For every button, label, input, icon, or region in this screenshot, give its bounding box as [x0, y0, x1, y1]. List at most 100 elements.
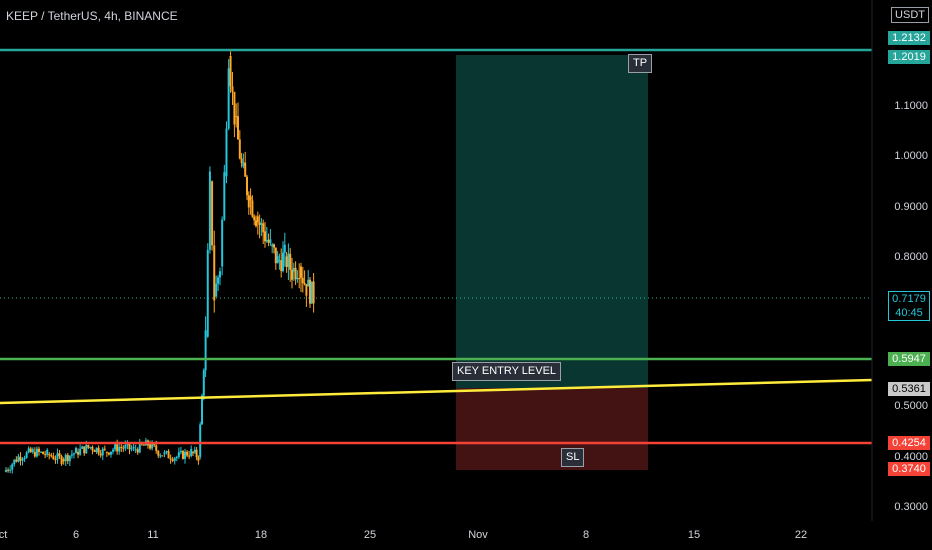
candle-body-137: [278, 260, 281, 262]
candle-body-12: [29, 448, 32, 453]
candle-body-6: [17, 456, 20, 462]
candle-body-32: [70, 454, 73, 456]
candle-body-127: [260, 223, 263, 225]
candle-body-34: [75, 447, 77, 454]
candle-body-140: [283, 244, 286, 253]
key-entry-label: KEY ENTRY LEVEL: [452, 362, 562, 381]
candle-body-135: [274, 247, 277, 264]
candle-body-28: [62, 459, 65, 462]
candle-body-10: [25, 452, 28, 458]
candle-body-85: [179, 450, 182, 453]
candle-body-77: [163, 452, 166, 455]
candle-body-156: [312, 281, 315, 304]
candle-body-42: [91, 446, 94, 451]
candle-body-131: [267, 239, 270, 243]
candle-body-61: [130, 448, 133, 450]
candle-body-27: [60, 456, 63, 465]
candle-body-11: [27, 448, 30, 453]
candle-body-55: [118, 446, 121, 452]
candle-body-7: [19, 456, 22, 461]
candle-body-73: [155, 445, 158, 451]
candle-body-88: [186, 451, 189, 456]
candle-body-49: [105, 451, 108, 453]
candle-body-22: [50, 455, 53, 457]
candle-body-75: [159, 455, 162, 457]
candle-body-13: [31, 449, 34, 453]
take-profit-zone: [456, 55, 648, 388]
candle-body-121: [249, 196, 252, 201]
candle-body-74: [157, 450, 160, 456]
sl-line-price-label: 0.4254: [888, 436, 930, 450]
candle-body-4: [13, 459, 16, 465]
y-tick: 0.5000: [894, 400, 928, 412]
candle-body-132: [269, 239, 272, 243]
candle-body-47: [101, 448, 104, 456]
candle-body-80: [169, 458, 172, 460]
candle-body-141: [285, 256, 288, 267]
candle-body-26: [58, 453, 61, 457]
x-tick: 25: [363, 529, 377, 541]
candle-body-25: [56, 453, 59, 460]
candle-body-153: [307, 279, 310, 287]
candle-body-119: [246, 176, 248, 196]
candle-body-115: [238, 139, 241, 159]
x-tick: 8: [582, 529, 590, 541]
candle-body-114: [237, 116, 239, 140]
y-tick: 1.0000: [894, 150, 928, 162]
candle-body-87: [184, 451, 187, 459]
x-tick: ct: [0, 529, 8, 541]
candle-body-124: [255, 220, 257, 227]
x-tick: Nov: [468, 529, 488, 541]
candle-body-107: [223, 172, 226, 220]
candle-body-36: [79, 448, 82, 455]
candle-body-1: [7, 469, 10, 471]
candle-body-44: [95, 447, 98, 452]
candle-body-151: [303, 283, 306, 285]
x-tick: 11: [147, 529, 159, 541]
candle-body-5: [15, 459, 18, 462]
candle-body-93: [195, 449, 198, 458]
trendline-price-label: 0.5361: [888, 382, 930, 396]
candle-body-117: [242, 162, 245, 167]
candle-body-63: [134, 449, 137, 451]
candle-body-37: [81, 446, 84, 449]
candle-body-20: [46, 449, 49, 455]
candle-body-155: [310, 281, 313, 304]
tp-high-price-label: 1.2132: [888, 31, 930, 45]
candle-body-33: [72, 453, 75, 455]
currency-badge[interactable]: USDT: [891, 7, 929, 23]
candle-body-15: [35, 448, 38, 457]
candle-body-24: [54, 459, 57, 461]
x-tick: 6: [72, 529, 80, 541]
candle-body-8: [21, 459, 24, 461]
candle-body-97: [202, 370, 205, 396]
candle-body-51: [109, 451, 112, 455]
candle-body-103: [215, 283, 218, 297]
candle-body-41: [89, 446, 92, 448]
candle-body-50: [107, 452, 110, 455]
trend-line[interactable]: [0, 378, 873, 405]
candle-body-146: [294, 267, 297, 280]
candle-body-94: [197, 457, 200, 461]
x-tick: 18: [254, 529, 268, 541]
x-tick: 22: [794, 529, 808, 541]
candle-body-101: [211, 181, 214, 246]
candle-body-46: [99, 453, 102, 456]
candle-body-83: [175, 456, 178, 459]
candle-body-112: [233, 91, 236, 125]
candle-body-149: [300, 266, 302, 278]
candle-body-120: [247, 195, 250, 208]
candle-body-109: [227, 68, 230, 129]
candle-body-100: [208, 171, 211, 250]
candle-body-18: [42, 451, 45, 455]
candles: [5, 51, 315, 474]
candle-body-52: [112, 449, 115, 452]
candle-body-138: [280, 260, 283, 272]
candle-body-136: [276, 255, 279, 264]
candle-body-123: [253, 216, 256, 221]
candle-body-21: [48, 454, 51, 456]
candle-body-148: [298, 277, 301, 279]
candle-body-95: [199, 424, 202, 457]
y-tick: 0.3000: [894, 501, 928, 513]
